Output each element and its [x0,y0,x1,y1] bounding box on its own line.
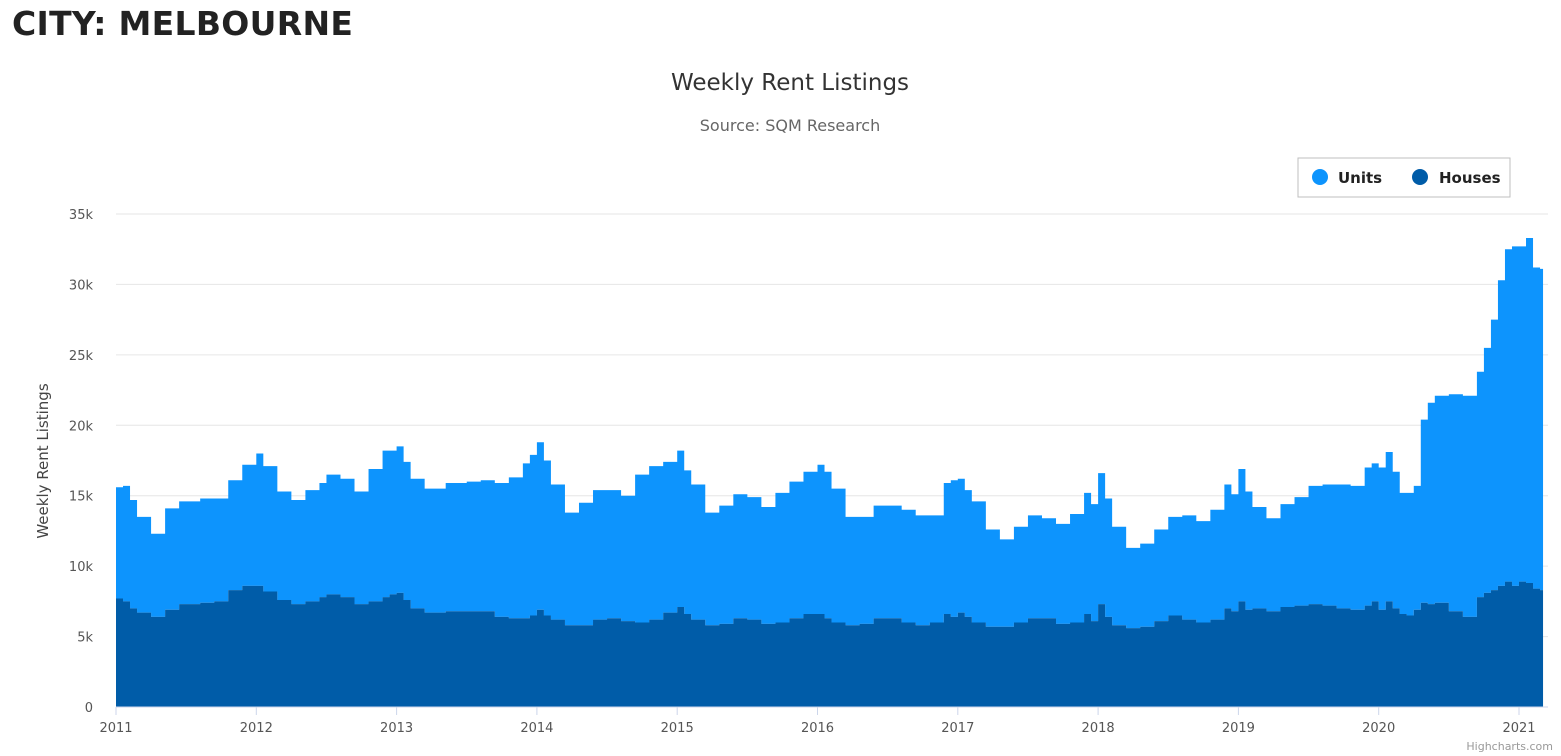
chart-title: Weekly Rent Listings [671,70,909,96]
y-tick-label: 10k [69,560,94,575]
axes: 0 5k 10k 15k 20k 25k 30k 35k 2011 2012 2013 2014 201… [69,208,1548,736]
x-tick-label: 2014 [520,721,553,736]
plot-area [116,237,1544,707]
series-houses-area[interactable] [116,581,1544,707]
y-axis-label: Weekly Rent Listings [34,383,52,538]
legend: Units Houses [1297,157,1511,198]
legend-marker-units [1312,169,1328,185]
x-tick-label: 2018 [1082,721,1115,736]
x-tick-label: 2020 [1362,721,1395,736]
series-units-area[interactable] [116,237,1544,629]
x-tick-label: 2015 [661,721,694,736]
y-tick-label: 15k [69,490,94,505]
x-tick-label: 2019 [1222,721,1255,736]
x-tick-label: 2021 [1502,721,1535,736]
x-tick-label: 2016 [801,721,834,736]
legend-label-units: Units [1338,169,1382,187]
page-heading: CITY: MELBOURNE [12,4,354,43]
y-tick-label: 20k [69,419,94,434]
y-tick-label: 30k [69,278,94,293]
y-tick-label: 25k [69,349,94,364]
legend-item-units[interactable]: Units [1312,169,1382,187]
legend-item-houses[interactable]: Houses [1412,169,1501,187]
legend-label-houses: Houses [1439,169,1501,187]
highcharts-credit[interactable]: Highcharts.com [1466,740,1553,753]
legend-marker-houses [1412,169,1428,185]
y-tick-label: 5k [77,631,93,646]
x-tick-label: 2017 [941,721,974,736]
x-tick-label: 2011 [99,721,132,736]
x-tick-label: 2012 [240,721,273,736]
x-tick-label: 2013 [380,721,413,736]
y-tick-label: 35k [69,208,94,223]
y-tick-label: 0 [85,701,93,716]
chart-subtitle: Source: SQM Research [700,116,880,135]
legend-box [1297,157,1511,198]
